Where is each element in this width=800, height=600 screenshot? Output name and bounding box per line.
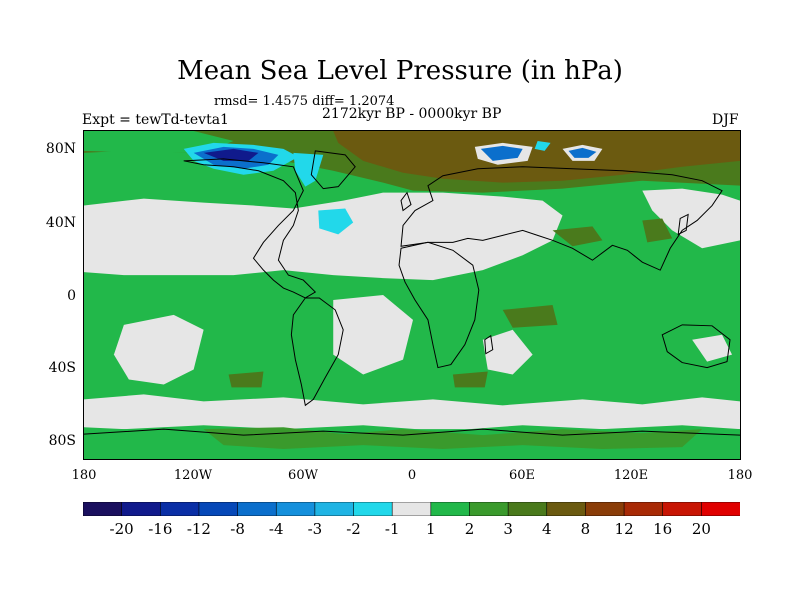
colorbar-label: 20 bbox=[691, 520, 711, 538]
colorbar-swatch bbox=[623, 502, 664, 516]
field-neutral-so bbox=[84, 394, 740, 432]
colorbar-label: -16 bbox=[148, 520, 173, 538]
experiment-label: Expt = tewTd-tevta1 bbox=[82, 112, 229, 128]
colorbar-label: 1 bbox=[426, 520, 436, 538]
stats-label: rmsd= 1.4575 diff= 1.2074 bbox=[214, 94, 395, 109]
field-cyan-siberia-2 bbox=[534, 140, 551, 151]
lon-label-120w: 120W bbox=[173, 468, 213, 483]
chart-title: Mean Sea Level Pressure (in hPa) bbox=[177, 56, 623, 86]
field-olive-s-atlantic bbox=[228, 371, 264, 388]
coast-antarctica bbox=[84, 428, 740, 436]
colorbar-swatch bbox=[391, 502, 432, 516]
coast-africa bbox=[398, 241, 480, 369]
colorbar-label: -20 bbox=[109, 520, 134, 538]
field-olive-s-indian bbox=[502, 304, 558, 328]
lon-label-60w: 60W bbox=[288, 468, 318, 483]
season-label: DJF bbox=[712, 112, 739, 128]
lon-label-180-right: 180 bbox=[727, 468, 753, 483]
colorbar-label: -3 bbox=[307, 520, 323, 538]
lon-label-60e: 60E bbox=[508, 468, 536, 483]
lat-label-40n: 40N bbox=[45, 215, 76, 231]
colorbar-label: -12 bbox=[186, 520, 211, 538]
colorbar-swatch bbox=[507, 502, 548, 516]
colorbar-label: 8 bbox=[580, 520, 591, 538]
colorbar-label: -4 bbox=[268, 520, 284, 538]
coast-japan bbox=[677, 213, 689, 236]
field-neutral-s-pacific bbox=[113, 314, 204, 385]
colorbar-label: 4 bbox=[542, 520, 552, 538]
lat-label-80s: 80S bbox=[48, 433, 76, 449]
colorbar-swatch bbox=[353, 502, 393, 516]
lon-label-0: 0 bbox=[407, 468, 417, 483]
field-navy-canada bbox=[203, 148, 259, 161]
field-blue-siberia-3 bbox=[568, 147, 597, 158]
coast-madagascar bbox=[484, 334, 494, 355]
colorbar-swatch bbox=[585, 502, 625, 516]
colorbar bbox=[83, 502, 740, 516]
lat-label-0: 0 bbox=[67, 288, 76, 304]
field-neutral-s-atlantic bbox=[333, 295, 413, 375]
field-neutral-pacific-n bbox=[642, 188, 740, 249]
colorbar-label: 3 bbox=[503, 520, 513, 538]
colorbar-swatch bbox=[198, 502, 239, 516]
colorbar-label: 2 bbox=[464, 520, 475, 538]
colorbar-label: -2 bbox=[346, 520, 361, 538]
colorbar-swatch bbox=[662, 502, 703, 516]
field-blue-siberia-1 bbox=[480, 145, 523, 161]
field-olive-s-indian-2 bbox=[452, 371, 488, 388]
colorbar-swatch bbox=[159, 502, 200, 516]
colorbar-swatch bbox=[121, 502, 162, 516]
field-cyan-greenland bbox=[293, 152, 324, 187]
colorbar-swatch bbox=[701, 502, 740, 516]
colorbar-label: 16 bbox=[653, 520, 673, 538]
colorbar-swatch bbox=[430, 502, 471, 516]
field-neutral-australia bbox=[692, 334, 733, 362]
lat-label-40s: 40S bbox=[48, 360, 76, 376]
colorbar-swatch bbox=[237, 502, 278, 516]
coast-uk bbox=[400, 191, 412, 212]
colorbar-swatch bbox=[546, 502, 587, 516]
field-olive-n-africa bbox=[552, 226, 603, 247]
lon-label-120e: 120E bbox=[613, 468, 649, 483]
field-neutral-indian bbox=[482, 329, 533, 375]
coast-australia bbox=[661, 324, 731, 369]
colorbar-swatch bbox=[314, 502, 355, 516]
colorbar-swatch bbox=[469, 502, 509, 516]
colorbar-label: -1 bbox=[384, 520, 400, 538]
colorbar-label: 12 bbox=[614, 520, 634, 538]
coast-greenland bbox=[310, 150, 356, 190]
colorbar-label: -8 bbox=[230, 520, 245, 538]
coastlines bbox=[84, 150, 740, 436]
coast-south-america bbox=[290, 297, 344, 407]
field-cyan-atlantic bbox=[318, 208, 354, 235]
field-neutral-nh bbox=[84, 192, 563, 281]
lat-label-80n: 80N bbox=[45, 141, 76, 157]
coast-eurasia bbox=[400, 166, 723, 271]
colorbar-swatch bbox=[275, 502, 316, 516]
field-olive-antarctica bbox=[203, 427, 703, 450]
field-brown-north bbox=[333, 131, 740, 183]
lon-label-180-left: 180 bbox=[71, 468, 97, 483]
colorbar-swatch bbox=[83, 502, 123, 516]
pressure-map bbox=[83, 130, 741, 460]
field-olive-pacific bbox=[642, 218, 673, 243]
period-label: 2172kyr BP - 0000kyr BP bbox=[322, 106, 502, 122]
